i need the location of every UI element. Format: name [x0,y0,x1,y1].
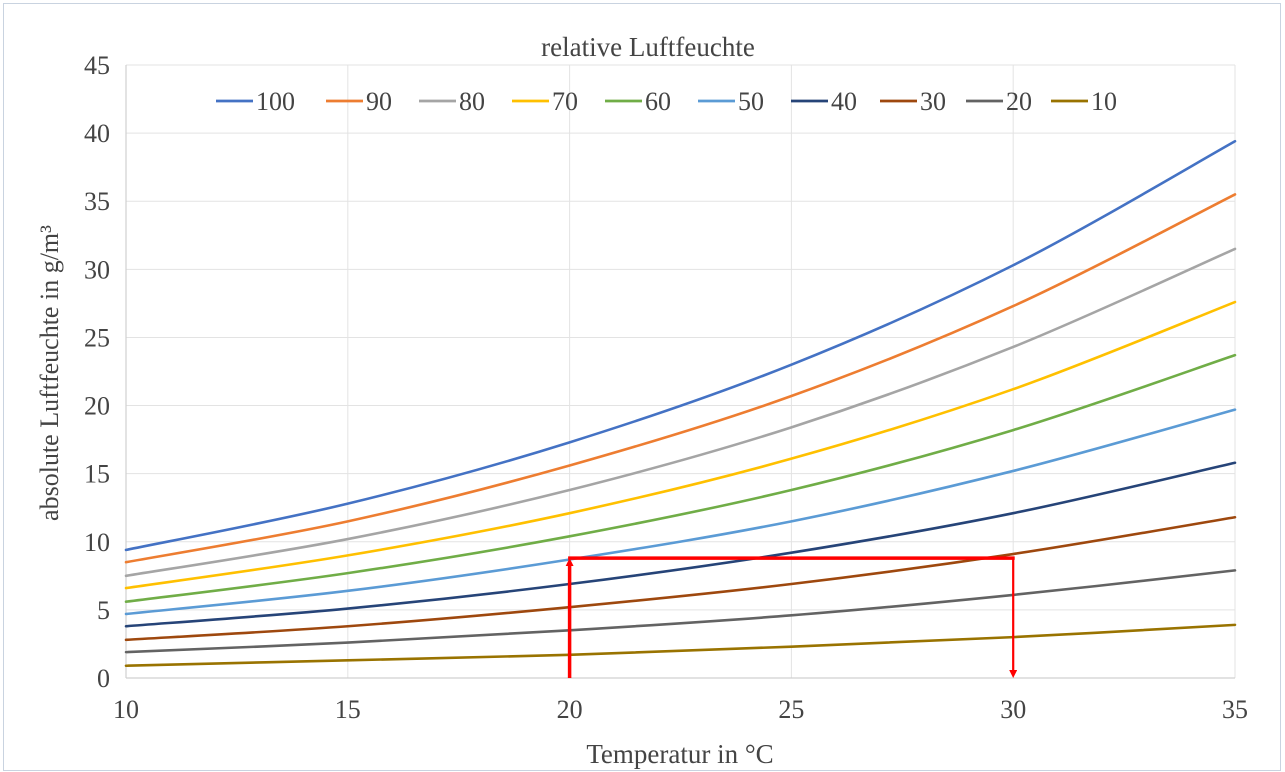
series-line-60 [124,353,1237,604]
chart-frame [3,3,1281,771]
x-tick-label: 10 [113,695,139,724]
y-tick-label: 20 [84,392,110,421]
series-line-40 [124,461,1237,628]
legend-label-90: 90 [366,87,392,116]
y-tick-label: 30 [84,255,110,284]
series-line-20 [124,569,1237,654]
legend-label-100: 100 [256,87,295,116]
y-axis-label: absolute Luftfeuchte in g/m³ [35,225,64,521]
x-tick-label: 15 [335,695,361,724]
legend-label-60: 60 [645,87,671,116]
legend-label-20: 20 [1006,87,1032,116]
series-line-50 [124,408,1237,616]
x-tick-label: 35 [1222,695,1248,724]
legend-label-80: 80 [459,87,485,116]
axes: 0 5 10 15 20 25 30 35 40 45 10 15 20 25 30 35 [84,51,1248,724]
y-tick-label: 0 [97,664,110,693]
x-tick-label: 20 [557,695,583,724]
y-tick-label: 35 [84,187,110,216]
y-tick-label: 25 [84,323,110,352]
y-tick-label: 45 [84,51,110,80]
chart-title: relative Luftfeuchte [541,32,755,62]
legend-label-40: 40 [831,87,857,116]
x-axis-label: Temperatur in °C [586,739,773,769]
series-line-90 [124,193,1237,564]
series-line-100 [124,139,1237,552]
series-lines [124,139,1237,668]
legend-label-10: 10 [1091,87,1117,116]
series-line-70 [124,300,1237,590]
y-tick-label: 10 [84,528,110,557]
x-tick-label: 30 [1000,695,1026,724]
legend-label-50: 50 [738,87,764,116]
legend-label-70: 70 [552,87,578,116]
x-tick-label: 25 [778,695,804,724]
series-line-10 [124,623,1237,668]
series-line-80 [124,247,1237,578]
red-annotation [565,556,1018,678]
y-tick-label: 5 [97,596,110,625]
y-tick-label: 40 [84,119,110,148]
series-line-30 [124,515,1237,642]
legend: 100 90 80 70 60 50 40 30 20 10 [216,87,1117,116]
grid [125,64,1236,679]
y-tick-label: 15 [84,460,110,489]
legend-label-30: 30 [920,87,946,116]
